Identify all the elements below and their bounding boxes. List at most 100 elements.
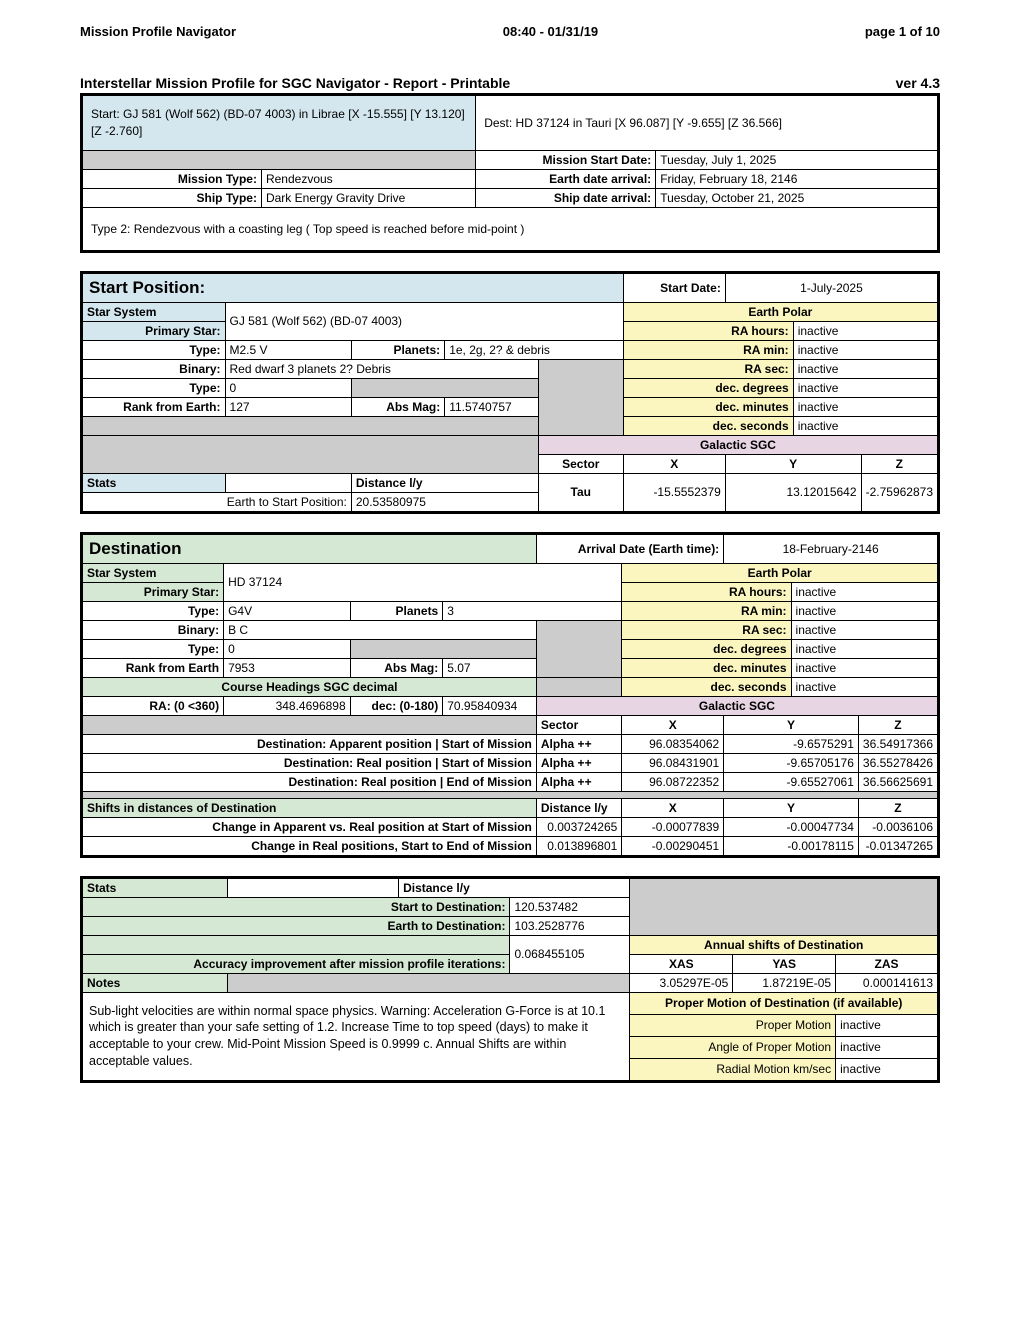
apm: inactive bbox=[836, 1036, 939, 1058]
dd-lbl: dec. degrees bbox=[623, 378, 793, 397]
acc: 0.068455105 bbox=[510, 935, 630, 973]
summary-box: Start: GJ 581 (Wolf 562) (BD-07 4003) in… bbox=[80, 93, 940, 253]
start-cell: Start: GJ 581 (Wolf 562) (BD-07 4003) in… bbox=[82, 95, 476, 151]
start-position-table: Start Position: Start Date: 1-July-2025 … bbox=[80, 271, 940, 514]
app-name: Mission Profile Navigator bbox=[80, 24, 236, 39]
ss-lbl: Star System bbox=[82, 302, 226, 321]
r2l: Destination: Real position | Start of Mi… bbox=[82, 753, 537, 772]
sh-r1d: 0.003724265 bbox=[536, 817, 621, 836]
ds: inactive bbox=[793, 416, 938, 435]
ra-lbl: RA: (0 <360) bbox=[82, 696, 224, 715]
report-title: Interstellar Mission Profile for SGC Nav… bbox=[80, 75, 510, 91]
ram-lbl: RA min: bbox=[623, 340, 793, 359]
d-rah-lbl: RA hours: bbox=[622, 582, 791, 601]
d-rah: inactive bbox=[791, 582, 938, 601]
st-label: Ship Type: bbox=[82, 188, 262, 207]
rm: inactive bbox=[836, 1058, 939, 1081]
r2s: Alpha ++ bbox=[536, 753, 621, 772]
ras: inactive bbox=[793, 359, 938, 378]
rank-lbl: Rank from Earth: bbox=[82, 397, 226, 416]
notes-text: Sub-light velocities are within normal s… bbox=[82, 992, 630, 1082]
r2x: 96.08431901 bbox=[622, 753, 724, 772]
d-dm: inactive bbox=[791, 658, 938, 677]
sda-label: Ship date arrival: bbox=[476, 188, 656, 207]
report-title-row: Interstellar Mission Profile for SGC Nav… bbox=[80, 51, 940, 93]
d-planets-lbl: Planets bbox=[350, 601, 443, 620]
d-dm-lbl: dec. minutes bbox=[622, 658, 791, 677]
st-value: Dark Energy Gravity Drive bbox=[261, 188, 475, 207]
dec: 70.95840934 bbox=[443, 696, 537, 715]
dist-h: Distance l/y bbox=[351, 473, 538, 492]
x-v: -15.5552379 bbox=[623, 473, 725, 512]
x-h: X bbox=[623, 454, 725, 473]
ps-lbl: Primary Star: bbox=[82, 321, 226, 340]
ra: 348.4696898 bbox=[224, 696, 351, 715]
type2: 0 bbox=[225, 378, 351, 397]
shifts-head: Shifts in distances of Destination bbox=[82, 798, 537, 817]
z-v: -2.75962873 bbox=[861, 473, 938, 512]
startdate-lbl: Start Date: bbox=[623, 272, 725, 302]
pm: inactive bbox=[836, 1014, 939, 1036]
eda-label: Earth date arrival: bbox=[476, 169, 656, 188]
r1x: 96.08354062 bbox=[622, 734, 724, 753]
sh-r1y: -0.00047734 bbox=[724, 817, 859, 836]
eda-value: Friday, February 18, 2146 bbox=[656, 169, 939, 188]
d-ds: inactive bbox=[791, 677, 938, 696]
d-z-h: Z bbox=[858, 715, 938, 734]
zv: 0.000141613 bbox=[836, 973, 939, 992]
tau: Tau bbox=[538, 473, 623, 512]
d-rank: 7953 bbox=[224, 658, 351, 677]
planets: 1e, 2g, 2? & debris bbox=[445, 340, 623, 359]
ras-lbl: RA sec: bbox=[623, 359, 793, 378]
r1s: Alpha ++ bbox=[536, 734, 621, 753]
d-gsgc: Galactic SGC bbox=[536, 696, 938, 715]
d-binary: B C bbox=[224, 620, 537, 639]
d-type: G4V bbox=[224, 601, 351, 620]
d-type-lbl: Type: bbox=[82, 601, 224, 620]
e2d: 103.2528776 bbox=[510, 916, 630, 935]
r1z: 36.54917366 bbox=[858, 734, 938, 753]
sh-r2y: -0.00178115 bbox=[724, 836, 859, 856]
d-polar: Earth Polar bbox=[622, 563, 939, 582]
ram: inactive bbox=[793, 340, 938, 359]
sh-r2z: -0.01347265 bbox=[858, 836, 938, 856]
msd-value: Tuesday, July 1, 2025 bbox=[656, 150, 939, 169]
y-h: Y bbox=[725, 454, 861, 473]
r3z: 36.56625691 bbox=[858, 772, 938, 791]
sh-r1l: Change in Apparent vs. Real position at … bbox=[82, 817, 537, 836]
e2s: 20.53580975 bbox=[351, 492, 538, 512]
rm-lbl: Radial Motion km/sec bbox=[630, 1058, 836, 1081]
d-ds-lbl: dec. seconds bbox=[622, 677, 791, 696]
binary-lbl: Binary: bbox=[82, 359, 226, 378]
sh-x: X bbox=[622, 798, 724, 817]
y-v: 13.12015642 bbox=[725, 473, 861, 512]
polar: Earth Polar bbox=[623, 302, 938, 321]
sda-value: Tuesday, October 21, 2025 bbox=[656, 188, 939, 207]
d-ps-lbl: Primary Star: bbox=[82, 582, 224, 601]
s2d: 120.537482 bbox=[510, 897, 630, 916]
sh-z: Z bbox=[858, 798, 938, 817]
page-header: Mission Profile Navigator 08:40 - 01/31/… bbox=[80, 0, 940, 51]
course-lbl: Course Headings SGC decimal bbox=[82, 677, 537, 696]
sh-dist: Distance l/y bbox=[536, 798, 621, 817]
r3y: -9.65527061 bbox=[724, 772, 859, 791]
r3l: Destination: Real position | End of Miss… bbox=[82, 772, 537, 791]
sh-y: Y bbox=[724, 798, 859, 817]
xas: XAS bbox=[630, 954, 733, 973]
rah: inactive bbox=[793, 321, 938, 340]
report-version: ver 4.3 bbox=[896, 75, 940, 91]
d-planets: 3 bbox=[443, 601, 622, 620]
d-ss-lbl: Star System bbox=[82, 563, 224, 582]
type2-note: Type 2: Rendezvous with a coasting leg (… bbox=[82, 207, 939, 251]
d-type2: 0 bbox=[224, 639, 351, 658]
msd-label: Mission Start Date: bbox=[476, 150, 656, 169]
d-y-h: Y bbox=[724, 715, 859, 734]
d-rank-lbl: Rank from Earth bbox=[82, 658, 224, 677]
xv: 3.05297E-05 bbox=[630, 973, 733, 992]
d-dd: inactive bbox=[791, 639, 938, 658]
gsgc: Galactic SGC bbox=[538, 435, 938, 454]
mt-label: Mission Type: bbox=[82, 169, 262, 188]
s2d-lbl: Start to Destination: bbox=[82, 897, 510, 916]
sh-r1z: -0.0036106 bbox=[858, 817, 938, 836]
annual: Annual shifts of Destination bbox=[630, 935, 939, 954]
